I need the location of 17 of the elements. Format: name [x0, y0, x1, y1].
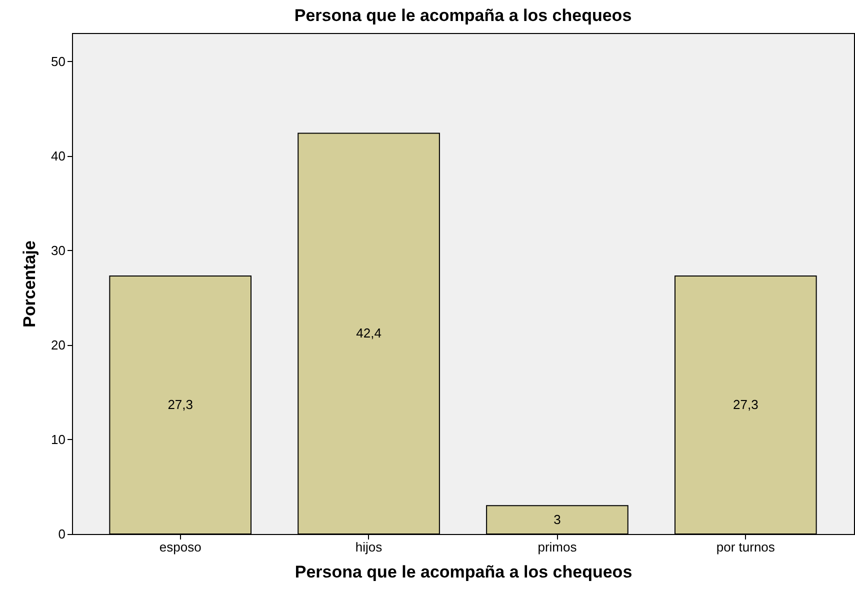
x-axis-title: Persona que le acompaña a los chequeos: [294, 562, 632, 582]
x-tick-label: por turnos: [716, 540, 776, 554]
chart-title: Persona que le acompaña a los chequeos: [294, 6, 632, 25]
data-label: 27,3: [732, 396, 758, 412]
data-label: 27,3: [168, 396, 194, 412]
x-tick-label: primos: [538, 540, 578, 554]
y-tick-label: 20: [51, 337, 66, 352]
y-tick-label: 40: [51, 148, 66, 164]
y-tick-label: 0: [58, 526, 66, 542]
y-axis-title: Porcentaje: [20, 240, 40, 328]
y-tick-label: 30: [51, 242, 66, 258]
data-label: 42,4: [356, 326, 382, 341]
x-tick-label: hijos: [355, 540, 383, 554]
data-label: 3: [554, 512, 561, 527]
y-tick-label: 10: [51, 432, 66, 447]
x-tick-label: esposo: [159, 540, 202, 554]
y-tick-label: 50: [51, 54, 66, 69]
